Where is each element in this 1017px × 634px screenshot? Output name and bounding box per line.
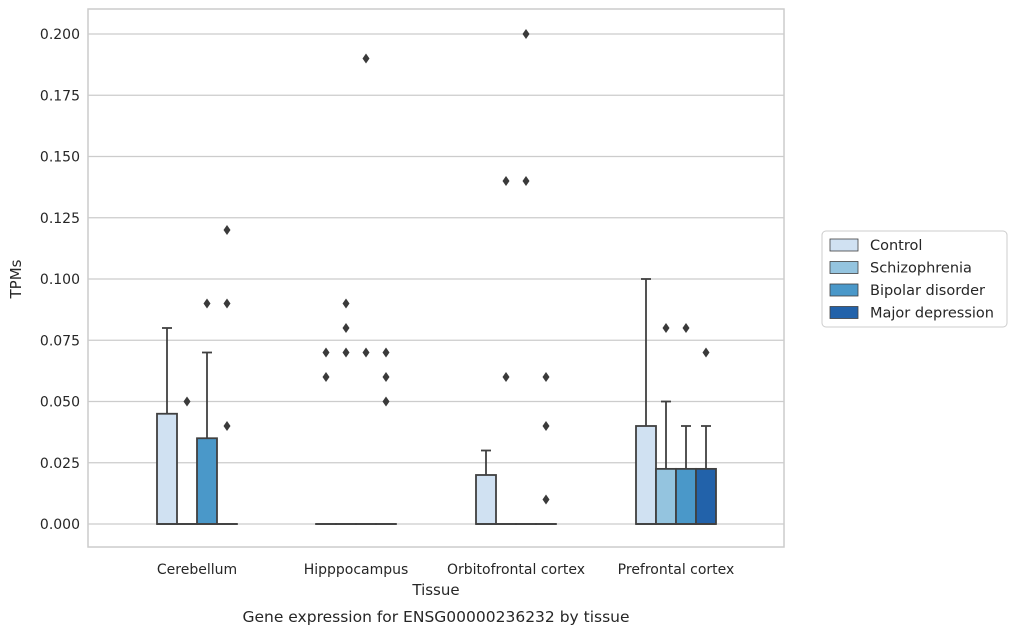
outlier-point [682, 323, 690, 333]
outlier-point [223, 298, 231, 309]
outlier-point [203, 298, 211, 309]
legend-swatch [829, 283, 859, 297]
outlier-point [223, 421, 231, 431]
box-body [675, 467, 697, 525]
outlier-point [382, 372, 390, 382]
outlier-point [662, 323, 670, 333]
outlier-point [322, 372, 330, 382]
box-body [156, 412, 178, 525]
box-3-3 [695, 425, 717, 525]
box-body [695, 467, 717, 525]
y-tick-label: 0.050 [40, 395, 80, 411]
legend-swatch [829, 261, 859, 274]
x-tick-label: Orbitofrontal cortex [447, 562, 585, 578]
box-body [196, 437, 218, 525]
x-tick-labels: Cerebellum Hipppocampus Orbitofrontal cort… [157, 562, 734, 578]
legend-label: Bipolar disorder [870, 283, 985, 299]
outlier-point [362, 53, 370, 64]
outlier-point [362, 347, 370, 358]
box-0-2 [196, 351, 218, 525]
box-body [635, 425, 657, 525]
y-tick-label: 0.150 [40, 150, 80, 166]
outlier-point [342, 347, 350, 358]
outlier-point [342, 323, 350, 333]
y-tick-label: 0.025 [40, 456, 80, 472]
outlier-point [502, 176, 510, 186]
outlier-point [542, 372, 550, 382]
outlier-point [542, 421, 550, 431]
outlier-point [382, 347, 390, 358]
y-tick-label: 0.075 [40, 333, 80, 349]
legend-label: Major depression [870, 306, 994, 322]
outlier-point [502, 372, 510, 382]
x-axis-label: Tissue [411, 581, 459, 599]
outlier-point [542, 494, 550, 505]
box-2-0 [475, 449, 497, 525]
box-body [655, 467, 677, 525]
x-tick-label: Hipppocampus [304, 562, 409, 578]
y-tick-labels: 0.000 0.025 0.050 0.075 0.100 0.125 0.150 0.175… [40, 27, 80, 533]
legend-frame [821, 230, 1008, 328]
y-tick-label: 0.125 [40, 211, 80, 227]
box-3-2 [675, 425, 697, 525]
y-tick-label: 0.100 [40, 272, 80, 288]
outlier-point [223, 225, 231, 235]
box-3-0 [635, 278, 657, 525]
y-tick-label: 0.175 [40, 88, 80, 104]
outlier-point [322, 347, 330, 358]
plot-background [88, 9, 784, 547]
box-3-1 [655, 400, 677, 525]
outliers [183, 29, 710, 505]
outlier-point [702, 347, 710, 358]
x-tick-label: Cerebellum [157, 562, 237, 578]
x-tick-label: Prefrontal cortex [618, 562, 735, 578]
outlier-point [522, 176, 530, 186]
y-tick-label: 0.000 [40, 517, 80, 533]
legend-label: Control [870, 238, 922, 254]
y-tick-label: 0.200 [40, 27, 80, 43]
y-axis-label: TPMs [7, 259, 25, 299]
box-0-0 [156, 327, 178, 525]
legend: Control Schizophrenia Bipolar disorder Majo… [821, 230, 1008, 328]
legend-swatch [829, 238, 859, 252]
legend-swatch [829, 306, 859, 319]
outlier-point [382, 396, 390, 407]
legend-label: Schizophrenia [870, 261, 972, 277]
plot-frame [87, 8, 785, 548]
box-body [475, 474, 497, 525]
boxes [156, 278, 717, 525]
outlier-point [522, 29, 530, 39]
outlier-point [183, 396, 191, 407]
outlier-point [342, 298, 350, 309]
chart-caption: Gene expression for ENSG00000236232 by t… [242, 608, 629, 626]
